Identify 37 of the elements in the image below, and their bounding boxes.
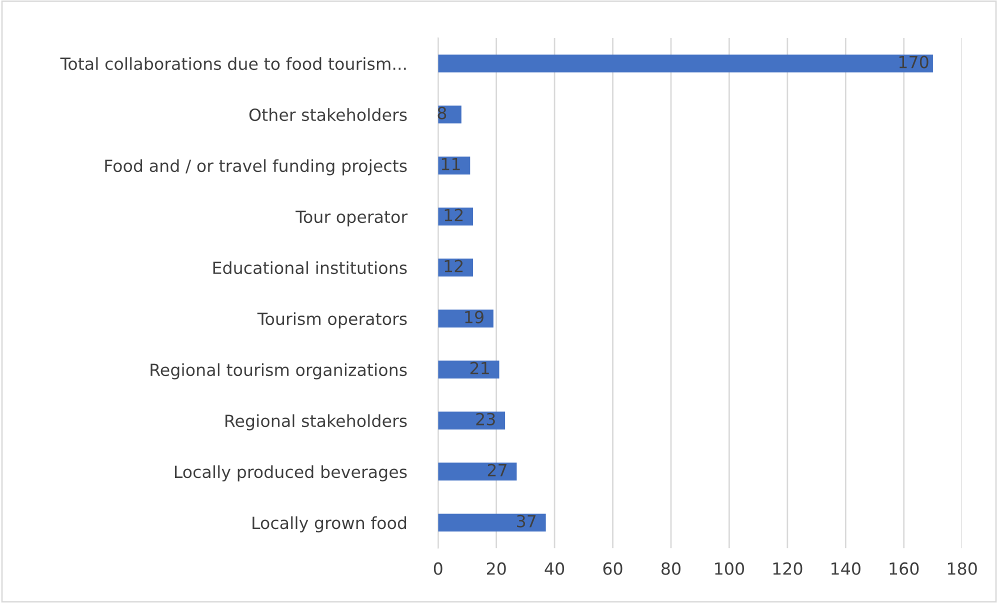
y-tick-label: Tourism operators (257, 312, 407, 328)
x-tick-label: 180 (948, 562, 977, 575)
bar (438, 54, 933, 72)
data-label: 12 (444, 208, 463, 222)
y-tick-label: Other stakeholders (249, 108, 407, 122)
y-tick-label: Locally produced beverages (174, 465, 407, 482)
x-tick-label: 160 (890, 562, 919, 575)
y-tick-label: Regional stakeholders (226, 414, 407, 430)
bar (438, 258, 474, 276)
x-tick-label: 20 (486, 562, 506, 575)
bar (438, 310, 494, 328)
x-tick-label: 40 (544, 562, 564, 575)
x-tick-label: 60 (603, 562, 622, 575)
bar (438, 462, 517, 481)
y-tick-label: Educational institutions (213, 261, 407, 274)
x-tick-label: 0 (434, 562, 442, 575)
data-label: 170 (899, 56, 928, 68)
bar (438, 208, 474, 226)
x-tick-label: 100 (715, 562, 744, 575)
data-label: 19 (465, 310, 484, 324)
bar (438, 514, 546, 532)
x-tick-label: 80 (662, 562, 680, 575)
x-tick-label: 140 (832, 562, 860, 575)
y-tick-label: Regional tourism organizations (150, 363, 407, 380)
bar (438, 412, 506, 430)
x-tick-label: 120 (773, 562, 802, 575)
y-tick-label: Locally grown food (252, 516, 406, 532)
data-label: 37 (517, 514, 536, 528)
y-tick-label: Tour operator (296, 210, 408, 226)
bar (438, 360, 500, 379)
data-label: 23 (476, 412, 495, 426)
data-label: 21 (470, 362, 489, 374)
data-label: 27 (488, 464, 506, 476)
data-label: 12 (444, 260, 463, 272)
data-label: 11 (442, 158, 460, 170)
y-tick-label: Food and / or travel funding projects (105, 159, 407, 176)
y-tick-label: Total collaborations due to food tourism... (60, 57, 406, 70)
